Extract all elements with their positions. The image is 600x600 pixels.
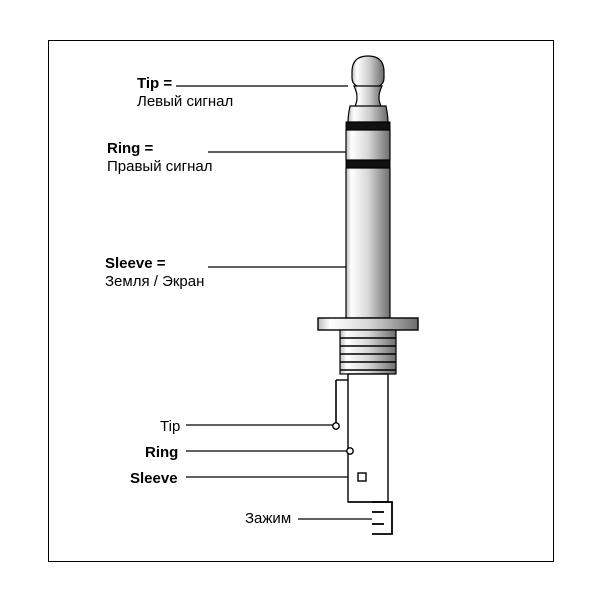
plug-sleeve-shaft [346,168,390,318]
label-tip-top: Tip = Левый сигнал [137,75,233,111]
sleeve-terminal-lug [358,473,366,481]
plug-inner-body [348,374,388,502]
plug-ring-segment [346,130,390,160]
label-sleeve-bottom: Sleeve [130,470,178,488]
plug-tip-neck [354,86,382,108]
label-ring-top: Ring = Правый сигнал [107,140,213,176]
label-tip-bottom: Tip [160,418,180,436]
label-ring-bottom: Ring [145,444,178,462]
jack-diagram [0,0,600,600]
label-sleeve-top: Sleeve = Земля / Экран [105,255,204,291]
cable-clamp [372,502,392,534]
ring-terminal-lug [347,448,353,454]
tip-terminal-lug [333,423,339,429]
insulator-ring-2 [346,160,390,168]
label-clamp: Зажим [245,510,291,528]
plug-threads [340,330,396,374]
plug-tip-cap [352,56,384,88]
plug-flange [318,318,418,330]
insulator-ring-1 [346,122,390,130]
plug-tip-shoulder [348,106,388,122]
